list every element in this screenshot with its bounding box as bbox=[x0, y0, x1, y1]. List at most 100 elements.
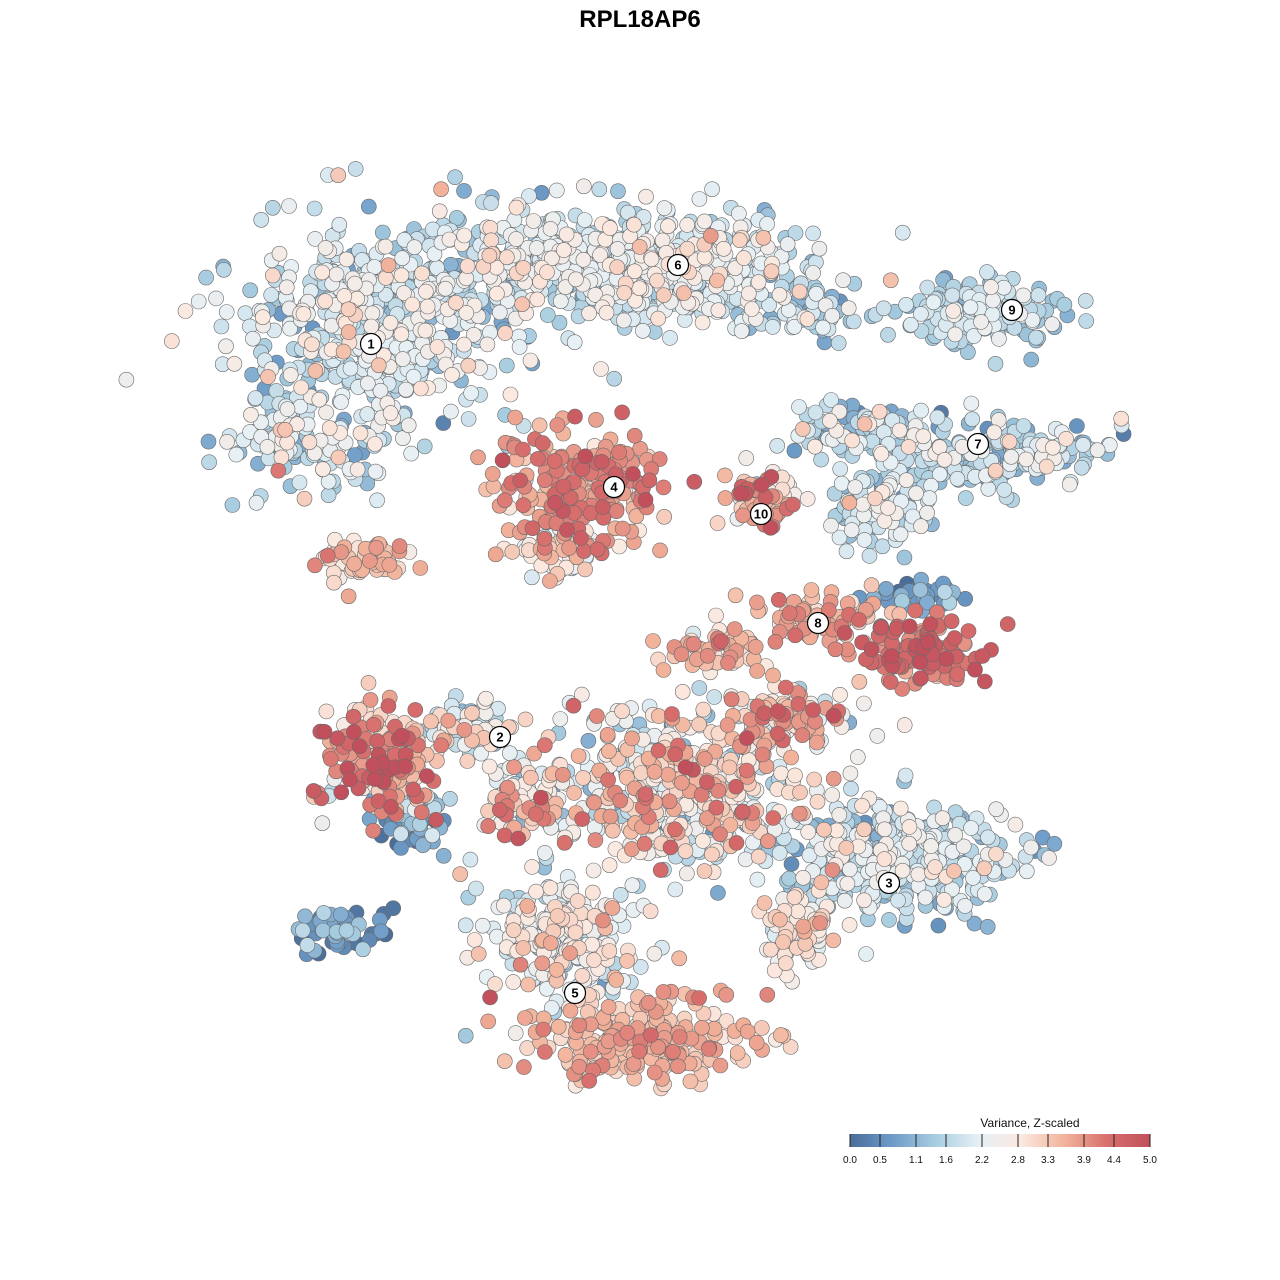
cell-point bbox=[896, 717, 913, 733]
colorbar-tick-label: 1.6 bbox=[939, 1155, 953, 1166]
cell-point bbox=[649, 272, 665, 289]
cell-point bbox=[574, 811, 590, 827]
cluster-label-text: 1 bbox=[367, 337, 374, 352]
cell-point bbox=[536, 530, 553, 547]
cell-point bbox=[785, 496, 801, 513]
cell-point bbox=[624, 877, 641, 894]
cell-point bbox=[521, 188, 537, 204]
cell-point bbox=[840, 300, 857, 317]
cell-point bbox=[604, 822, 621, 839]
cell-point bbox=[219, 433, 235, 450]
cell-point bbox=[245, 330, 261, 347]
cell-point bbox=[550, 1019, 567, 1035]
cell-point bbox=[1015, 287, 1032, 304]
cell-point bbox=[367, 771, 383, 787]
cell-point bbox=[433, 181, 449, 197]
cell-point bbox=[772, 911, 788, 928]
cell-point bbox=[293, 379, 310, 396]
cluster-label-text: 8 bbox=[814, 616, 821, 631]
cell-point bbox=[930, 917, 947, 934]
cell-point bbox=[345, 724, 362, 740]
cell-point bbox=[841, 494, 858, 511]
cell-point bbox=[833, 475, 850, 492]
cell-point bbox=[393, 826, 409, 842]
cell-point bbox=[894, 224, 911, 241]
cell-point bbox=[979, 918, 996, 935]
cell-point bbox=[805, 265, 821, 281]
cell-point bbox=[547, 494, 563, 511]
cell-point bbox=[772, 1027, 789, 1043]
cell-point bbox=[979, 264, 995, 280]
cell-point bbox=[787, 767, 803, 784]
cell-point bbox=[882, 272, 899, 289]
cell-point bbox=[301, 434, 318, 451]
cell-point bbox=[575, 251, 592, 268]
cell-point bbox=[533, 789, 549, 806]
cell-point bbox=[946, 863, 962, 879]
cell-point bbox=[748, 1034, 765, 1051]
cell-point bbox=[349, 461, 366, 478]
cell-point bbox=[507, 1025, 524, 1041]
cell-point bbox=[655, 984, 672, 1000]
cell-point bbox=[769, 437, 786, 454]
cell-point bbox=[487, 976, 503, 992]
cell-point bbox=[871, 403, 888, 420]
cell-point bbox=[614, 703, 630, 720]
cell-point bbox=[317, 240, 334, 256]
cell-point bbox=[335, 343, 352, 360]
cell-point bbox=[873, 446, 890, 462]
cell-point bbox=[710, 302, 727, 319]
cell-point bbox=[898, 296, 914, 313]
cell-point bbox=[307, 363, 324, 379]
cell-point bbox=[481, 758, 498, 775]
cell-point bbox=[962, 299, 979, 316]
cell-point bbox=[494, 452, 511, 469]
cell-point bbox=[460, 411, 477, 427]
cell-point bbox=[976, 673, 993, 690]
cell-point bbox=[321, 420, 338, 436]
cell-point bbox=[552, 293, 569, 310]
cell-point bbox=[919, 594, 935, 611]
cell-point bbox=[976, 886, 993, 902]
cell-point bbox=[336, 288, 353, 304]
cell-point bbox=[964, 411, 981, 428]
cell-point bbox=[795, 918, 812, 935]
cell-point bbox=[515, 260, 532, 276]
cell-point bbox=[794, 421, 811, 437]
cell-point bbox=[577, 448, 594, 465]
cell-point bbox=[901, 618, 918, 635]
cell-point bbox=[702, 228, 719, 244]
cell-point bbox=[934, 810, 951, 827]
cell-point bbox=[546, 453, 563, 469]
cell-point bbox=[901, 819, 918, 835]
cell-point bbox=[770, 703, 786, 719]
cell-point bbox=[481, 247, 498, 264]
cell-point bbox=[557, 1047, 574, 1063]
cell-point bbox=[1073, 459, 1090, 476]
cell-point bbox=[404, 296, 421, 313]
cell-point bbox=[803, 582, 820, 598]
cell-point bbox=[601, 857, 618, 874]
cell-point bbox=[570, 748, 587, 764]
cell-point bbox=[1078, 313, 1094, 329]
cell-point bbox=[805, 225, 821, 242]
cell-point bbox=[600, 999, 617, 1015]
cell-point bbox=[734, 803, 751, 820]
cell-point bbox=[662, 839, 679, 856]
cell-point bbox=[279, 401, 296, 417]
cell-point bbox=[851, 673, 868, 690]
cell-point bbox=[878, 580, 895, 597]
cell-point bbox=[677, 843, 694, 860]
cell-point bbox=[619, 1025, 636, 1041]
cell-point bbox=[839, 875, 856, 892]
cell-point bbox=[691, 680, 708, 696]
cell-point bbox=[495, 897, 512, 914]
cell-point bbox=[118, 371, 135, 388]
cell-point bbox=[1041, 850, 1057, 866]
cell-point bbox=[542, 935, 559, 952]
cell-point bbox=[925, 294, 942, 311]
cell-point bbox=[1089, 442, 1106, 459]
cluster-label-5: 5 bbox=[563, 981, 587, 1005]
cell-point bbox=[459, 258, 476, 274]
cell-point bbox=[610, 183, 626, 199]
